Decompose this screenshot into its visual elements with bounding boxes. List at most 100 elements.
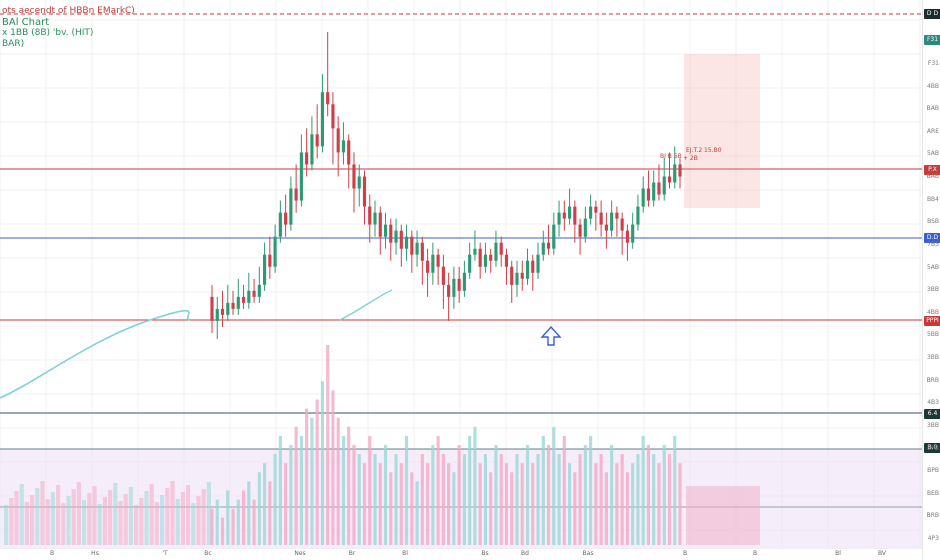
volume-bar [165, 488, 170, 545]
volume-bar [652, 454, 656, 545]
price-tick-label: BSB [927, 218, 939, 226]
volume-bar [368, 435, 372, 545]
price-chart-pane[interactable]: EJ.T.2 15.B0 BJ B 5B + 2B ots aecendt of… [0, 0, 922, 548]
price-axis[interactable]: D D F31 P.X D.D PPPI 6.4 B.0 F31 4BB BAB AR… [922, 0, 940, 560]
candle-body [636, 206, 640, 225]
candle-body [410, 236, 414, 255]
candle-body [631, 224, 635, 243]
time-axis[interactable]: B Hs 'T Bc Nes Br Bl Bs Bd Bas B B Bl BV [0, 548, 922, 560]
volume-bar [310, 417, 314, 545]
red-upper-level-label: P.X [924, 165, 940, 175]
volume-bar [620, 454, 624, 545]
candle-body [268, 254, 272, 267]
volume-bar [82, 500, 87, 545]
candle-body [615, 212, 619, 219]
candle-body [210, 296, 214, 321]
volume-bar [610, 445, 614, 545]
volume-bar [97, 504, 102, 545]
candle-body [604, 224, 608, 231]
volume-bar [30, 495, 35, 545]
volume-bar [636, 454, 640, 545]
volume-bar [336, 417, 340, 545]
legend-sub: BAR) [2, 39, 25, 49]
legend-chart-name: BAl Chart [2, 17, 50, 28]
price-tick-label: BB4 [926, 195, 939, 203]
candle-body [483, 254, 488, 267]
candle-body [320, 92, 325, 147]
chart-canvas[interactable] [0, 0, 922, 548]
volume-bar [373, 454, 377, 545]
volume-bar [284, 463, 288, 545]
volume-bar [305, 408, 309, 545]
axis-settings-button[interactable]: D D [924, 9, 940, 19]
candle-body [352, 164, 356, 189]
candle-body [620, 218, 624, 231]
blue-level-label: D.D [924, 233, 940, 243]
volume-bar [257, 472, 261, 545]
candle-body [315, 134, 319, 147]
volume-bar [494, 445, 498, 545]
volume-bar [326, 345, 330, 545]
candle-body [220, 308, 225, 315]
price-tick-label: BPB [927, 444, 939, 452]
volume-bar [196, 496, 201, 545]
volume-bar [19, 484, 24, 545]
candle-body [520, 272, 524, 279]
candle-body [326, 92, 330, 105]
candle-body [452, 278, 456, 297]
candle-body [515, 272, 519, 285]
volume-bar [515, 454, 519, 545]
volume-bar [441, 454, 445, 545]
candle-body [525, 260, 530, 279]
volume-bar [294, 426, 298, 545]
volume-bar [186, 485, 191, 545]
candle-body [541, 242, 545, 255]
volume-bar [9, 498, 14, 545]
time-tick-label: Hs [91, 550, 99, 557]
volume-bar [347, 426, 351, 545]
volume-bar [562, 435, 566, 545]
candle-body [499, 242, 503, 255]
price-tick-label: 5BB [926, 331, 939, 339]
volume-bar [383, 445, 388, 545]
candle-body [368, 206, 372, 225]
price-tick-label: 4BB [926, 82, 939, 90]
time-tick-label: Nes [294, 550, 306, 557]
volume-bar [226, 490, 230, 545]
candle-body [489, 254, 493, 261]
time-tick-label: B [49, 550, 55, 557]
candle-body [289, 188, 293, 225]
arrow-up-marker-icon[interactable] [540, 325, 562, 347]
volume-bar [341, 435, 346, 545]
legend-title: ots aecendt of HBBn EMarkC) [2, 6, 135, 16]
dark-mid-label: 6.4 [924, 409, 940, 419]
price-tick-label: BAB [926, 105, 939, 113]
volume-bar [268, 481, 272, 545]
volume-bar [118, 501, 123, 545]
price-tick-label: 3BB [926, 286, 939, 294]
volume-bar [489, 472, 493, 545]
candle-body [468, 254, 472, 273]
volume-bar [589, 435, 593, 545]
time-tick-label: B [682, 550, 688, 557]
candle-body [436, 254, 440, 267]
volume-bar [673, 435, 677, 545]
target-zone-box[interactable] [684, 54, 760, 208]
candle-body [373, 212, 377, 225]
volume-bar [499, 454, 503, 545]
volume-bar [92, 486, 97, 545]
volume-bar [552, 426, 556, 545]
candle-body [473, 248, 477, 255]
volume-bar [206, 482, 211, 545]
price-tick-label: 4BB [926, 308, 939, 316]
price-tick-label: BRB [926, 376, 939, 384]
time-tick-label: BV [877, 550, 887, 557]
price-tick-label: BEB [926, 489, 939, 497]
volume-bar [210, 508, 214, 545]
candle-body [399, 230, 403, 249]
volume-bar [102, 497, 107, 545]
volume-bar [525, 445, 530, 545]
volume-bar [657, 463, 661, 545]
legend-meta: x 1BB (8B) 'bv. (HIT) [2, 28, 94, 38]
